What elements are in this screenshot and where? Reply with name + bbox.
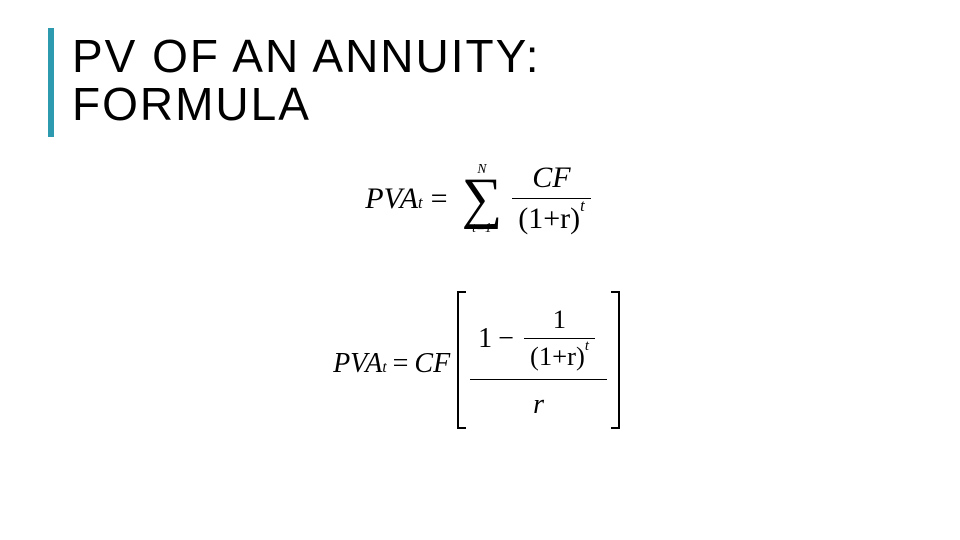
f2-inner-den-base: (1+r) <box>530 341 585 371</box>
slide: PV OF AN ANNUITY: FORMULA PVA t = N ∑ t=… <box>0 0 960 540</box>
f2-lhs-sub: t <box>382 359 386 377</box>
f1-fraction-bar <box>512 198 590 199</box>
f1-fraction: CF (1+r)t <box>512 160 590 237</box>
f2-outer-num: 1 − 1 (1+r)t <box>470 300 607 377</box>
right-bracket-icon <box>609 290 623 438</box>
f2-inner-den: (1+r)t <box>524 341 595 373</box>
f2-one: 1 <box>478 322 492 356</box>
f2-inner-num: 1 <box>547 304 572 336</box>
f1-num: CF <box>526 160 576 196</box>
summation-symbol: N ∑ t=1 <box>462 162 503 235</box>
formula-summation: PVA t = N ∑ t=1 CF (1+r)t <box>0 160 960 237</box>
f1-den: (1+r)t <box>512 201 590 237</box>
f2-outer-den: r <box>533 382 544 428</box>
f2-outer-fraction: 1 − 1 (1+r)t r <box>470 300 607 427</box>
f1-lhs-sub: t <box>418 193 423 213</box>
f1-den-base: (1+r) <box>518 202 580 235</box>
title-line-1: PV OF AN ANNUITY: <box>72 30 541 82</box>
title-accent-bar <box>48 28 54 137</box>
f1-lhs-var: PVA <box>365 182 418 216</box>
f2-equals: = <box>393 348 409 380</box>
f2-inner-den-exp: t <box>585 338 589 354</box>
sigma-icon: ∑ <box>462 176 503 222</box>
slide-title: PV OF AN ANNUITY: FORMULA <box>72 28 541 137</box>
f2-outer-bar <box>470 379 607 380</box>
title-line-2: FORMULA <box>72 78 311 130</box>
f2-minus: − <box>498 322 514 356</box>
f1-den-exp: t <box>580 196 585 215</box>
sum-lower: t=1 <box>472 221 492 235</box>
left-bracket-icon <box>454 290 468 438</box>
f1-equals: = <box>431 182 448 216</box>
f2-inner-fraction: 1 (1+r)t <box>524 304 595 373</box>
title-block: PV OF AN ANNUITY: FORMULA <box>48 28 541 137</box>
f2-coef: CF <box>414 348 450 380</box>
formula-closed-form: PVA t = CF 1 − 1 (1+r)t <box>0 290 960 438</box>
f2-lhs-var: PVA <box>333 348 382 380</box>
